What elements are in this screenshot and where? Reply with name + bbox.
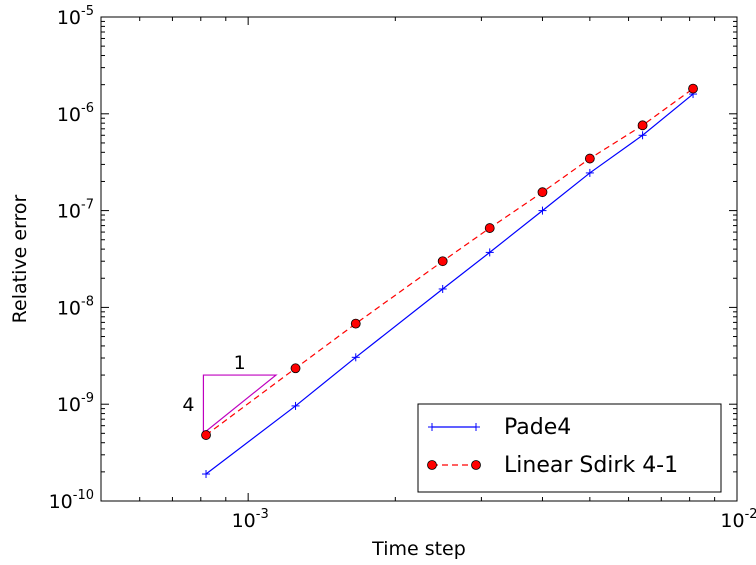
legend-marker-circle bbox=[427, 460, 437, 470]
y-tick-label: 10-5 bbox=[57, 4, 94, 29]
data-point-plus bbox=[485, 248, 494, 257]
legend-label: Pade4 bbox=[504, 415, 571, 440]
data-point-plus bbox=[638, 131, 647, 140]
y-axis-label: Relative error bbox=[9, 194, 31, 323]
data-point-circle bbox=[290, 363, 301, 374]
data-point-plus bbox=[538, 206, 547, 215]
data-point-plus bbox=[351, 353, 360, 362]
slope-triangle: 14 bbox=[182, 352, 278, 435]
data-point-circle bbox=[688, 83, 698, 94]
series-1 bbox=[202, 90, 698, 479]
x-tick-label: 10-3 bbox=[232, 507, 269, 532]
data-point-circle bbox=[484, 223, 495, 233]
y-tick-label: 10-9 bbox=[57, 391, 94, 416]
axis-tick-labels: 10-3 10-2 10-10 10-9 10-8 10-7 10-6 10-5 bbox=[49, 4, 756, 532]
slope-run-label: 1 bbox=[234, 352, 246, 374]
legend-item-2: Linear Sdirk 4-1 bbox=[427, 453, 678, 478]
legend-item-1: Pade4 bbox=[428, 415, 571, 440]
x-tick-label: 10-2 bbox=[720, 507, 756, 532]
data-point-circle bbox=[350, 318, 361, 329]
y-tick-label: 10-8 bbox=[57, 294, 94, 319]
data-point-circle bbox=[637, 120, 648, 131]
data-point-circle bbox=[584, 153, 595, 164]
legend: Pade4 Linear Sdirk 4-1 bbox=[417, 403, 722, 493]
slope-triangle-shape bbox=[202, 374, 278, 435]
y-tick-label: 10-6 bbox=[57, 101, 94, 126]
y-tick-label: 10-7 bbox=[57, 198, 94, 223]
axis-ticks bbox=[100, 16, 738, 502]
data-point-plus bbox=[291, 401, 300, 410]
slope-rise-label: 4 bbox=[182, 394, 194, 416]
data-point-circle bbox=[537, 187, 548, 198]
y-tick-label: 10-10 bbox=[49, 488, 94, 513]
data-point-plus bbox=[202, 470, 211, 479]
data-series bbox=[201, 83, 698, 479]
data-point-circle bbox=[201, 430, 211, 440]
data-point-plus bbox=[585, 168, 594, 177]
legend-label: Linear Sdirk 4-1 bbox=[504, 453, 678, 478]
series-2 bbox=[201, 83, 698, 440]
data-point-plus bbox=[438, 284, 447, 293]
data-point-circle bbox=[437, 256, 448, 267]
legend-box bbox=[417, 403, 722, 493]
x-axis-label: Time step bbox=[371, 538, 466, 560]
legend-marker-circle bbox=[471, 460, 481, 470]
